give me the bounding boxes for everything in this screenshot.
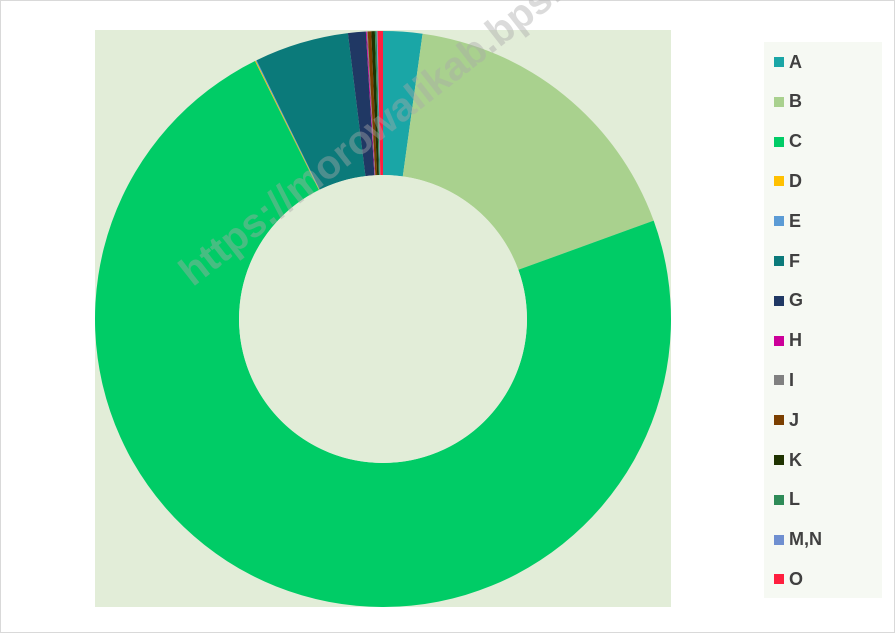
legend-item: I (774, 370, 794, 390)
legend-swatch (774, 415, 784, 426)
legend-swatch (774, 256, 784, 266)
legend-item: H (774, 330, 802, 351)
legend-item: D (774, 171, 802, 191)
legend-label: J (789, 409, 800, 430)
legend-item: G (774, 290, 804, 311)
legend-item: C (774, 131, 802, 152)
legend-label: G (789, 290, 804, 311)
legend-label: A (789, 51, 802, 72)
donut-slice-m-n (376, 31, 381, 176)
legend-label: B (789, 91, 802, 112)
legend-item: M,N (774, 529, 822, 550)
donut-slice-a (383, 31, 423, 177)
donut-slice-h (365, 31, 375, 176)
donut-slice-b (402, 33, 654, 270)
legend-swatch (774, 375, 784, 386)
legend-swatch (774, 455, 784, 465)
legend-swatch (774, 216, 784, 227)
chart-legend: A B C D E F G H I J K L M,N O (764, 42, 882, 598)
donut-slice-k (371, 31, 379, 176)
legend-swatch (774, 57, 784, 67)
legend-label: D (789, 170, 802, 191)
legend-label: K (789, 449, 802, 470)
legend-label: H (789, 330, 802, 351)
legend-item: O (774, 569, 803, 589)
donut-slice-c (94, 61, 671, 608)
legend-label: O (789, 568, 804, 589)
legend-item: J (774, 410, 799, 430)
legend-label: I (789, 369, 795, 390)
legend-item: K (774, 450, 802, 470)
legend-swatch (774, 176, 784, 187)
legend-swatch (774, 534, 784, 545)
donut-hole (239, 175, 527, 463)
legend-item: F (774, 251, 800, 271)
legend-swatch (774, 335, 784, 346)
legend-swatch (774, 295, 784, 306)
donut-slice-i (366, 31, 376, 176)
donut-slice-j (367, 31, 378, 176)
legend-swatch (774, 136, 784, 147)
legend-label: C (789, 131, 802, 152)
legend-label: M,N (789, 529, 822, 550)
legend-label: L (789, 489, 800, 510)
donut-slice-g (347, 31, 375, 177)
legend-label: E (789, 210, 802, 231)
legend-swatch (774, 494, 784, 505)
donut-slice-l (374, 31, 380, 176)
donut-slice-o (377, 31, 383, 176)
legend-swatch (774, 96, 784, 107)
legend-item: E (774, 211, 801, 231)
legend-item: A (774, 52, 802, 72)
donut-slice-f (256, 33, 366, 190)
donut-slice-e (255, 60, 320, 190)
donut-slice-d (254, 60, 320, 191)
legend-item: B (774, 91, 802, 112)
legend-item: L (774, 489, 800, 510)
legend-swatch (774, 574, 784, 585)
legend-label: F (789, 250, 800, 271)
